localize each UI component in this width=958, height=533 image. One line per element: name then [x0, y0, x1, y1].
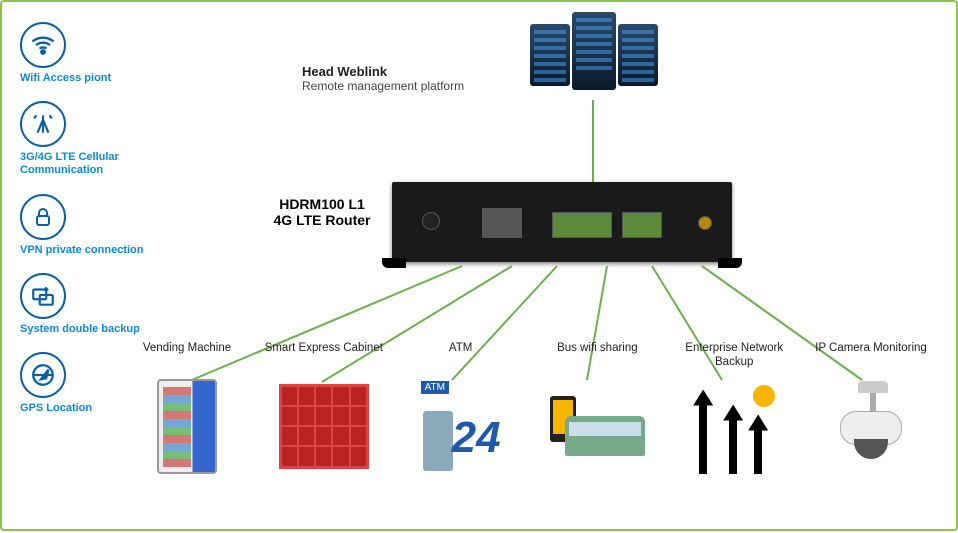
atm-badge: ATM: [421, 381, 449, 394]
router-type: 4G LTE Router: [262, 212, 382, 228]
app-cabinet: Smart Express Cabinet: [259, 342, 389, 476]
feature-label: 3G/4G LTE Cellular Communication: [20, 151, 160, 177]
ip-camera-illustration: [821, 376, 921, 476]
bus-wifi-illustration: [547, 376, 647, 476]
head-title: Head Weblink: [302, 64, 502, 79]
backup-icon: [20, 273, 66, 319]
app-bus: Bus wifi sharing: [532, 342, 662, 476]
atm-illustration: ATM 24: [411, 376, 511, 476]
feature-vpn: VPN private connection: [20, 194, 160, 257]
app-vending: Vending Machine: [122, 342, 252, 476]
wifi-icon: [20, 22, 66, 68]
head-subtitle: Remote management platform: [302, 79, 502, 93]
server-cluster-illustration: [512, 12, 672, 92]
app-label: Vending Machine: [122, 342, 252, 370]
connector-line-top: [592, 100, 594, 182]
feature-wifi: Wifi Access piont: [20, 22, 160, 85]
atm-24-text: 24: [452, 413, 501, 463]
head-block: Head Weblink Remote management platform: [302, 64, 502, 93]
lock-icon: [20, 194, 66, 240]
oil-pump-illustration: [684, 376, 784, 476]
cell-tower-icon: [20, 101, 66, 147]
feature-label: Wifi Access piont: [20, 72, 160, 85]
router-device-illustration: [392, 182, 732, 262]
dc-port-icon: [422, 212, 440, 230]
terminal-block-icon: [622, 212, 662, 238]
vending-machine-illustration: [137, 376, 237, 476]
app-label: ATM: [396, 342, 526, 370]
antenna-port-icon: [698, 216, 712, 230]
app-camera: IP Camera Monitoring: [806, 342, 936, 476]
ethernet-port-icon: [482, 208, 522, 238]
feature-label: VPN private connection: [20, 244, 160, 257]
router-name: HDRM100 L1: [262, 196, 382, 212]
app-atm: ATM ATM 24: [396, 342, 526, 476]
app-label: Enterprise Network Backup: [669, 342, 799, 370]
app-label: Smart Express Cabinet: [259, 342, 389, 370]
feature-cellular: 3G/4G LTE Cellular Communication: [20, 101, 160, 177]
terminal-block-icon: [552, 212, 612, 238]
applications-row: Vending Machine Smart Express Cabinet AT…: [122, 342, 936, 476]
feature-backup: System double backup: [20, 273, 160, 336]
app-label: IP Camera Monitoring: [806, 342, 936, 370]
express-cabinet-illustration: [274, 376, 374, 476]
app-enterprise: Enterprise Network Backup: [669, 342, 799, 476]
feature-label: System double backup: [20, 323, 160, 336]
app-label: Bus wifi sharing: [532, 342, 662, 370]
router-label: HDRM100 L1 4G LTE Router: [262, 196, 382, 228]
gps-icon: [20, 352, 66, 398]
